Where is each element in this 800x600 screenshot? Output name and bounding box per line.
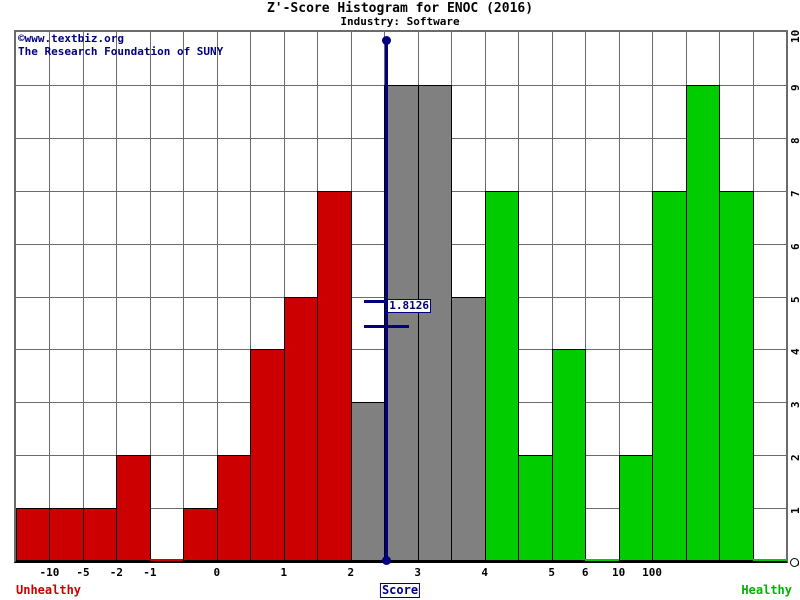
grid-line-vertical [753, 32, 754, 561]
grid-line-vertical [250, 32, 251, 561]
histogram-bar [719, 190, 754, 561]
histogram-bar [317, 190, 352, 561]
marker-dot-bottom [382, 556, 392, 565]
histogram-bar [82, 508, 118, 561]
copyright-line-2: The Research Foundation of SUNY [18, 45, 224, 58]
y-axis-tick-label: 4 [789, 349, 800, 356]
grid-line-vertical [49, 32, 50, 561]
x-axis-tick-label: 0 [213, 566, 221, 579]
x-axis-tick-label: 1 [280, 566, 288, 579]
grid-line-vertical [83, 32, 84, 561]
histogram-bar [149, 559, 185, 561]
grid-line-vertical [116, 32, 117, 561]
y-axis-tick-label: 10 [789, 29, 800, 43]
x-axis-tick-label: -5 [76, 566, 90, 579]
histogram-bar [49, 508, 84, 561]
marker-value-label: 1.8126 [387, 299, 431, 313]
x-axis-tick-label: 6 [581, 566, 589, 579]
histogram-bar [518, 455, 553, 561]
y-axis-tick-label: 1 [789, 507, 800, 514]
histogram-bar [551, 349, 587, 561]
x-axis-tick-label: 10 [611, 566, 626, 579]
plot-area: 1.8126 [14, 30, 788, 565]
x-axis-tick-label: 2 [347, 566, 355, 579]
y-axis-tick-label: 8 [789, 137, 800, 144]
histogram-bar [652, 190, 687, 561]
histogram-bar [350, 402, 386, 561]
histogram-bar [618, 455, 654, 561]
histogram-bar [451, 296, 486, 561]
grid-line-vertical [619, 32, 620, 561]
histogram-bar [250, 349, 285, 561]
histogram-bar [384, 84, 419, 561]
x-axis-title: Score [379, 583, 421, 598]
plot-inner: 1.8126 [16, 32, 787, 565]
x-axis-tick-label: -10 [39, 566, 60, 579]
histogram-bar [116, 455, 151, 561]
histogram-bar [752, 559, 787, 561]
marker-line [364, 36, 410, 565]
x-axis-tick-label: 3 [414, 566, 422, 579]
grid-line-vertical [183, 32, 184, 561]
histogram-bar [283, 296, 319, 561]
x-axis-tick-label: 5 [548, 566, 555, 579]
histogram-bar [183, 508, 218, 561]
histogram-bar [216, 455, 252, 561]
x-axis-tick-label: -2 [109, 566, 124, 579]
x-axis-tick-label: 100 [642, 566, 663, 579]
copyright-notice: ©www.textbiz.org The Research Foundation… [18, 32, 223, 58]
histogram-bar [16, 508, 51, 561]
y-axis-tick-label: 6 [789, 243, 800, 250]
axis-end-marker [790, 558, 799, 567]
marker-dot-top [382, 36, 392, 45]
x-axis-tick-label: 4 [481, 566, 488, 579]
histogram-bar [417, 84, 453, 561]
grid-line-vertical [585, 32, 586, 561]
marker-tick-lower [364, 325, 410, 328]
y-axis-tick-label: 9 [789, 84, 800, 91]
chart-title: Z'-Score Histogram for ENOC (2016) [266, 1, 534, 16]
healthy-label: Healthy [741, 583, 792, 597]
histogram-bar [685, 84, 721, 561]
x-axis-tick-label: -1 [143, 566, 157, 579]
grid-line-vertical [552, 32, 553, 561]
y-axis-tick-label: 3 [789, 402, 800, 409]
copyright-line-1: ©www.textbiz.org [18, 32, 124, 45]
y-axis-tick-label: 2 [789, 455, 800, 462]
y-axis-tick-label: 5 [789, 296, 800, 303]
histogram-bar [484, 190, 520, 561]
unhealthy-label: Unhealthy [16, 583, 82, 597]
marker-tick-upper [364, 300, 410, 303]
y-axis-tick-label: 7 [789, 190, 800, 197]
histogram-bar [585, 559, 620, 561]
grid-line-vertical [217, 32, 218, 561]
grid-line-vertical [150, 32, 151, 561]
chart-subtitle: Industry: Software [340, 15, 460, 28]
